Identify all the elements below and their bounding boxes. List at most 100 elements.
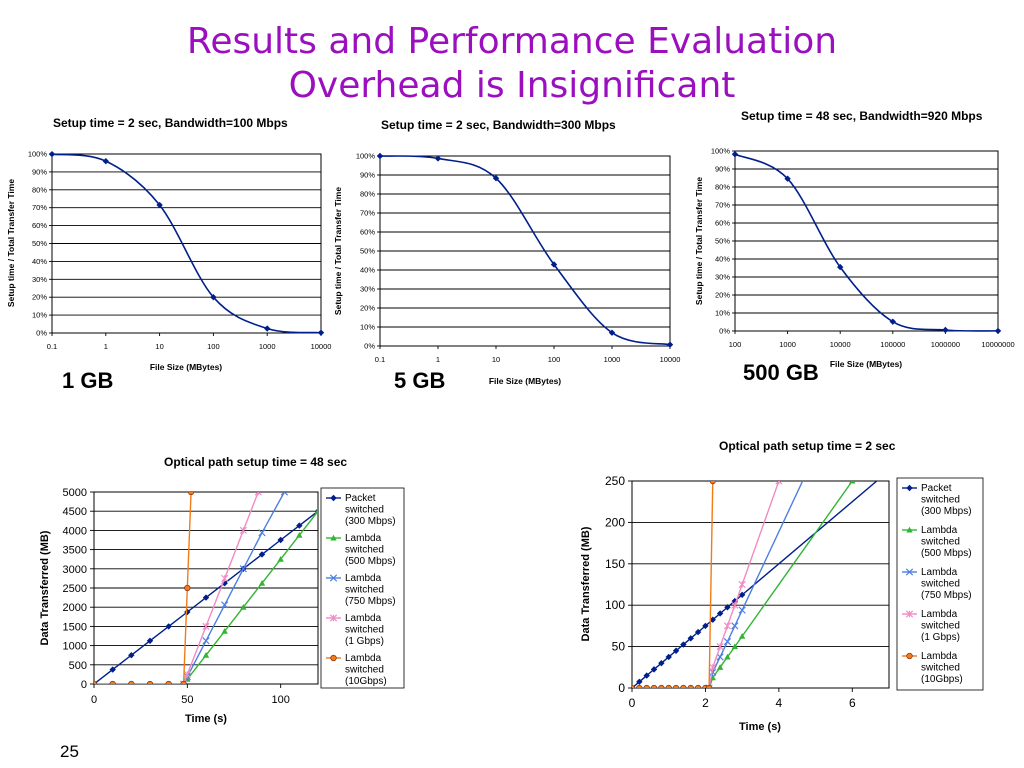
data-point (687, 684, 694, 688)
data-point (239, 526, 247, 534)
data-point (109, 666, 116, 673)
y-axis-label: Data Transferred (MB) (580, 526, 592, 641)
data-point (202, 652, 210, 658)
x-tick-label: 10 (492, 355, 500, 364)
data-point (636, 678, 643, 685)
y-tick-label: 5000 (63, 487, 87, 499)
data-point (434, 155, 442, 162)
data-point (706, 684, 713, 688)
legend: Packet switched (300 Mbps) Lambda switched (5… (320, 487, 405, 689)
legend-label: Packet switched (300 Mbps) (345, 493, 396, 527)
data-point (665, 684, 672, 688)
legend-label-line: (300 Mbps) (921, 506, 972, 517)
data-point (849, 481, 856, 484)
data-point (672, 647, 680, 654)
data-point (738, 591, 746, 599)
y-tick-label: 80% (32, 185, 47, 194)
x-axis-label: Time (s) (185, 713, 227, 725)
legend-label: Lambda switched (750 Mbps) (345, 573, 396, 607)
data-point (492, 175, 500, 182)
data-point (202, 637, 210, 645)
data-point (165, 680, 172, 684)
legend-label-line: switched (921, 663, 960, 674)
y-tick-label: 100% (28, 150, 48, 159)
y-tick-label: 60% (715, 219, 730, 228)
legend-label-line: switched (921, 579, 960, 590)
y-tick-label: 0% (364, 342, 375, 351)
y-tick-label: 60% (360, 228, 375, 237)
legend: Packet switched (300 Mbps)Lambda switched (5… (896, 477, 984, 691)
y-tick-label: 90% (360, 171, 375, 180)
series-line-3 (182, 492, 259, 684)
x-axis-label: File Size (MBytes) (830, 359, 902, 369)
data-point (643, 672, 650, 679)
x-tick-label: 10000000 (981, 340, 1014, 349)
data-point (666, 341, 674, 348)
y-tick-label: 20% (360, 304, 375, 313)
plot-area (734, 150, 999, 332)
data-point (716, 643, 724, 651)
data-point (183, 670, 191, 678)
data-point (716, 610, 724, 617)
data-point (702, 622, 709, 630)
legend-label-line: Lambda (921, 651, 958, 662)
legend-label: Lambda switched (500 Mbps) (345, 533, 396, 567)
data-point (709, 481, 716, 485)
y-axis-label: Setup time / Total Transfer Time (6, 179, 16, 307)
data-point (738, 633, 746, 639)
y-tick-label: 200 (605, 515, 625, 529)
data-point (277, 536, 284, 544)
data-point (723, 622, 732, 630)
y-tick-label: 40% (32, 257, 47, 266)
slide-title-line1: Results and Performance Evaluation (186, 21, 838, 62)
y-tick-label: 60% (32, 221, 47, 230)
y-tick-label: 90% (715, 165, 730, 174)
y-tick-label: 70% (715, 201, 730, 210)
data-point (165, 623, 172, 630)
x-tick-label: 6 (849, 696, 856, 710)
legend-label-line: (10Gbps) (921, 674, 963, 685)
data-point (643, 684, 650, 688)
legend-label-line: (1 Gbps) (345, 636, 384, 647)
data-point (102, 157, 109, 165)
data-point (716, 653, 724, 661)
legend-marker (905, 568, 914, 576)
data-point (254, 492, 262, 496)
legend-label-line: switched (345, 625, 384, 636)
data-point (731, 151, 739, 158)
caption-500gb: 500 GB (743, 360, 819, 385)
y-tick-label: 40% (360, 266, 375, 275)
legend-box (320, 487, 405, 689)
x-tick-label: 100 (271, 694, 289, 706)
data-point (128, 652, 135, 659)
data-point (994, 327, 1002, 335)
chart-title-top1: Setup time = 2 sec, Bandwidth=100 Mbps (53, 116, 288, 130)
chart-title-top3: Setup time = 48 sec, Bandwidth=920 Mbps (741, 109, 983, 123)
y-tick-label: 10% (360, 323, 375, 332)
x-tick-label: 0.1 (47, 342, 57, 351)
data-point (650, 684, 658, 688)
x-tick-label: 1000 (259, 342, 276, 351)
data-point (738, 606, 746, 614)
legend-label: Packet switched (300 Mbps) (921, 483, 972, 517)
x-tick-label: 100 (207, 342, 220, 351)
data-point (280, 492, 289, 496)
data-point (709, 616, 716, 623)
data-point (258, 580, 266, 586)
x-axis-label: File Size (MBytes) (489, 376, 561, 386)
legend-label-line: switched (345, 585, 384, 596)
data-point (709, 663, 717, 671)
y-tick-label: 10% (715, 309, 730, 318)
y-tick-label: 0 (618, 681, 625, 695)
plot-area (631, 480, 890, 689)
y-tick-label: 80% (360, 190, 375, 199)
data-point (221, 574, 229, 582)
data-point (731, 597, 738, 605)
y-tick-label: 250 (605, 474, 625, 488)
chart-title-bottom2: Optical path setup time = 2 sec (719, 439, 896, 453)
legend-label: Lambda switched (10Gbps) (345, 653, 387, 687)
data-point (680, 684, 687, 688)
data-point (239, 565, 247, 573)
data-point (672, 684, 680, 688)
data-point (314, 508, 318, 514)
